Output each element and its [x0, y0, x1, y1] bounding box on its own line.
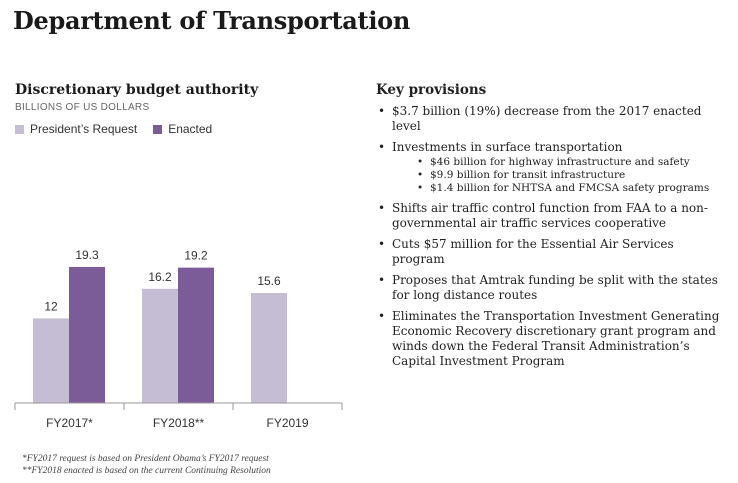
provision-text: Shifts air traffic control function from…	[392, 201, 708, 230]
provision-text: Eliminates the Transportation Investment…	[392, 309, 720, 368]
bar-enacted-1	[178, 267, 214, 403]
bar-value-label: 12	[44, 299, 58, 313]
legend-item-request: President’s Request	[15, 122, 137, 136]
bar-request-1	[142, 288, 178, 403]
provision-text: $3.7 billion (19%) decrease from the 201…	[392, 104, 702, 133]
footnote-2: **FY2018 enacted is based on the current…	[22, 466, 271, 476]
legend-label-enacted: Enacted	[168, 122, 213, 136]
bar-enacted-0	[69, 266, 105, 403]
chart-legend: President’s Request Enacted	[15, 122, 212, 136]
provision-sublist: $46 billion for highway infrastructure a…	[416, 156, 726, 195]
chart-subtitle: BILLIONS OF US DOLLARS	[15, 102, 150, 113]
bar-value-label: 16.2	[148, 270, 172, 284]
key-provisions-title: Key provisions	[376, 82, 487, 98]
bar-chart: 12 19.3 FY2017* 16.2 19.2 FY2018** 15.6 FY2019	[14, 248, 343, 430]
footnotes: *FY2017 request is based on President Ob…	[22, 453, 271, 477]
provision-text: Proposes that Amtrak funding be split wi…	[392, 273, 718, 302]
provision-item: Investments in surface transportation $4…	[376, 140, 726, 195]
provision-subitem: $1.4 billion for NHTSA and FMCSA safety …	[416, 182, 726, 195]
bar-request-0	[33, 318, 69, 403]
legend-label-request: President’s Request	[30, 122, 138, 136]
key-provisions: Key provisions $3.7 billion (19%) decrea…	[376, 82, 726, 375]
provision-text: Investments in surface transportation	[392, 140, 623, 154]
chart-title: Discretionary budget authority	[15, 82, 259, 98]
footnote-1: *FY2017 request is based on President Ob…	[22, 454, 269, 464]
legend-swatch-request	[15, 124, 24, 134]
x-tick-label: FY2017*	[46, 416, 93, 430]
key-provisions-list: $3.7 billion (19%) decrease from the 201…	[376, 104, 726, 369]
page-title: Department of Transportation	[13, 6, 410, 35]
provision-text: Cuts $57 million for the Essential Air S…	[392, 237, 674, 266]
provision-subitem: $46 billion for highway infrastructure a…	[416, 156, 726, 169]
bar-value-label: 19.2	[184, 249, 208, 263]
provision-item: Proposes that Amtrak funding be split wi…	[376, 273, 726, 303]
provision-item: Eliminates the Transportation Investment…	[376, 309, 726, 369]
provision-item: Cuts $57 million for the Essential Air S…	[376, 237, 726, 267]
bar-value-label: 15.6	[257, 274, 281, 288]
provision-item: $3.7 billion (19%) decrease from the 201…	[376, 104, 726, 134]
legend-swatch-enacted	[153, 124, 163, 134]
legend-item-enacted: Enacted	[153, 122, 212, 136]
provision-item: Shifts air traffic control function from…	[376, 201, 726, 231]
x-tick-label: FY2018**	[153, 416, 205, 430]
provision-subitem: $9.9 billion for transit infrastructure	[416, 169, 726, 182]
bar-value-label: 19.3	[75, 248, 99, 262]
bar-request-2	[251, 293, 287, 403]
x-tick-label: FY2019	[266, 416, 308, 430]
